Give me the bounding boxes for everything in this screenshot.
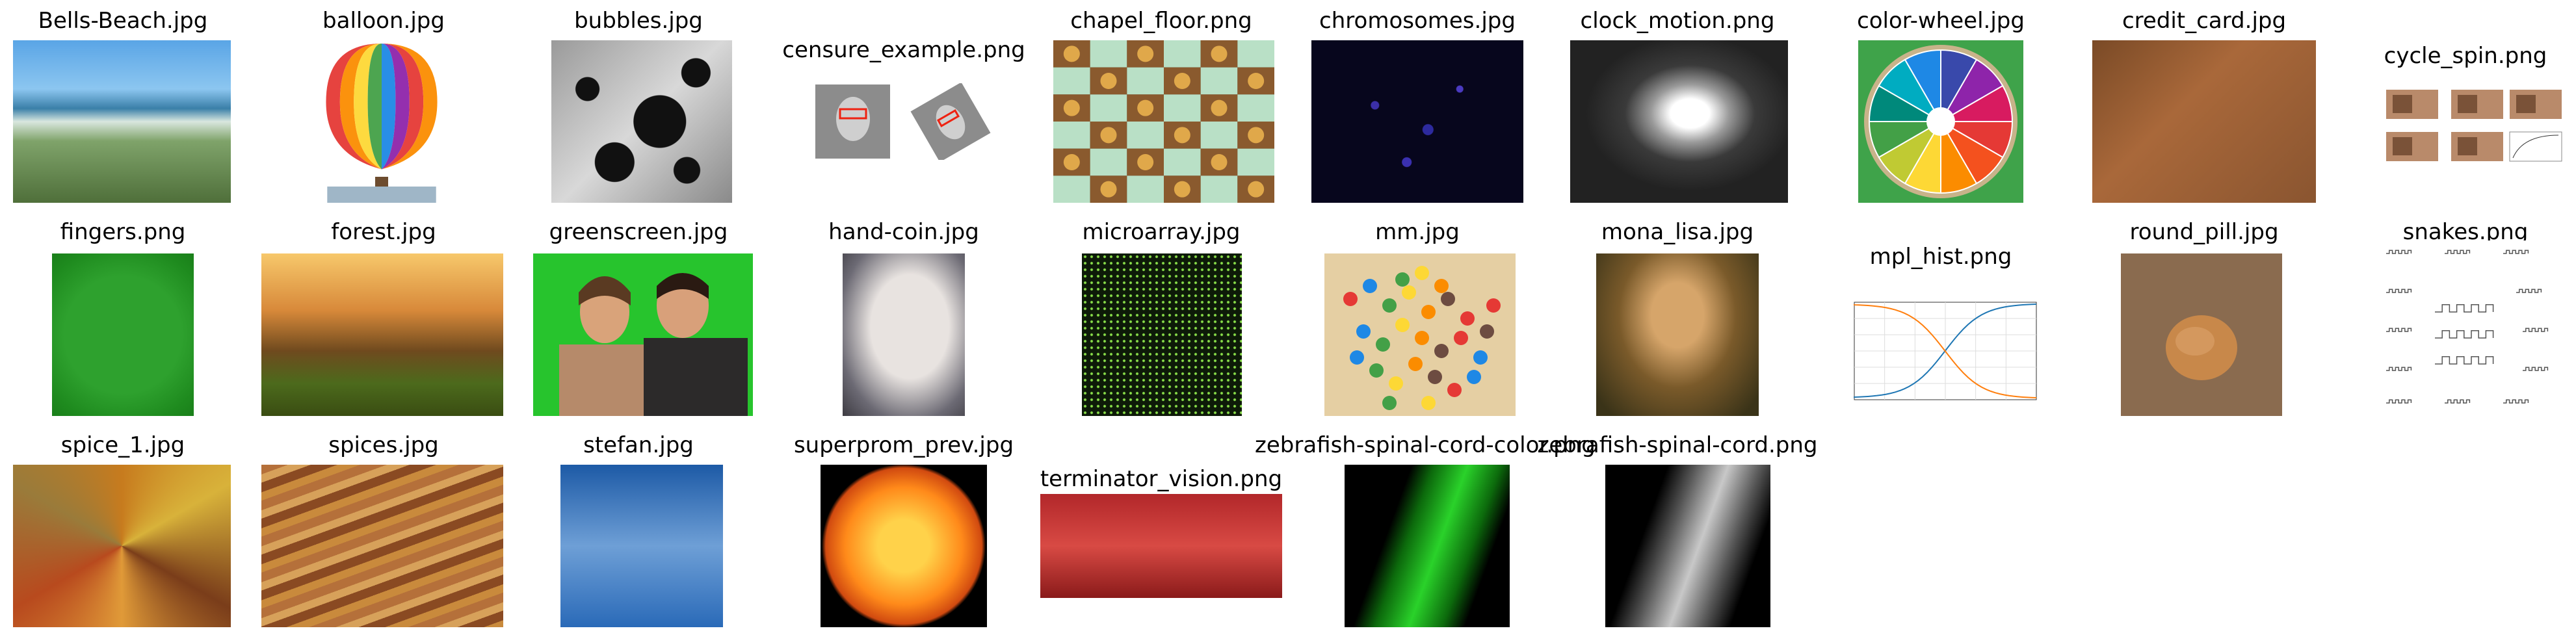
- color-wheel-thumbnail[interactable]: [1858, 40, 2023, 203]
- image-caption: balloon.jpg: [322, 8, 445, 34]
- image-caption: clock_motion.png: [1580, 8, 1775, 34]
- image-caption: fingers.png: [60, 219, 186, 245]
- image-caption: zebrafish-spinal-cord.png: [1537, 432, 1818, 458]
- image-caption: spice_1.jpg: [60, 432, 185, 458]
- round-pill-thumbnail[interactable]: [2121, 253, 2282, 416]
- image-caption: stefan.jpg: [583, 432, 694, 458]
- image-caption: Bells-Beach.jpg: [38, 8, 208, 34]
- chromosomes-thumbnail[interactable]: [1311, 40, 1523, 203]
- image-caption: hand-coin.jpg: [828, 219, 979, 245]
- image-caption: greenscreen.jpg: [549, 219, 728, 245]
- image-caption: spices.jpg: [328, 432, 439, 458]
- mm-thumbnail[interactable]: [1324, 253, 1516, 416]
- mpl-hist-thumbnail[interactable]: [1835, 286, 2045, 416]
- image-caption: terminator_vision.png: [1040, 466, 1283, 492]
- image-caption: chromosomes.jpg: [1319, 8, 1516, 34]
- clock-motion-thumbnail[interactable]: [1570, 40, 1788, 203]
- bells-beach-thumbnail[interactable]: [13, 40, 231, 203]
- chapel-floor-thumbnail[interactable]: [1053, 40, 1274, 203]
- image-caption: bubbles.jpg: [574, 8, 703, 34]
- cycle-spin-thumbnail[interactable]: [2380, 70, 2568, 166]
- image-caption: credit_card.jpg: [2122, 8, 2287, 34]
- image-caption: chapel_floor.png: [1070, 8, 1252, 34]
- image-caption: microarray.jpg: [1082, 219, 1241, 245]
- zebrafish-spinal-cord-thumbnail[interactable]: [1605, 465, 1770, 627]
- image-caption: mona_lisa.jpg: [1601, 219, 1754, 245]
- image-caption: forest.jpg: [331, 219, 436, 245]
- image-caption: mm.jpg: [1375, 219, 1460, 245]
- spice-1-thumbnail[interactable]: [13, 465, 231, 627]
- greenscreen-thumbnail[interactable]: [533, 253, 753, 416]
- image-caption: censure_example.png: [782, 37, 1025, 63]
- terminator-vision-thumbnail[interactable]: [1040, 494, 1282, 598]
- zebrafish-spinal-cord-color-thumbnail[interactable]: [1345, 465, 1510, 627]
- balloon-thumbnail[interactable]: [321, 40, 442, 203]
- credit-card-thumbnail[interactable]: [2092, 40, 2316, 203]
- image-caption: zebrafish-spinal-cord-color.png: [1255, 432, 1596, 458]
- censure-example-thumbnail[interactable]: [814, 83, 991, 160]
- bubbles-thumbnail[interactable]: [551, 40, 732, 203]
- mona-lisa-thumbnail[interactable]: [1596, 253, 1759, 416]
- superprom-prev-thumbnail[interactable]: [821, 465, 987, 627]
- image-caption: cycle_spin.png: [2384, 43, 2547, 69]
- snakes-thumbnail[interactable]: [2373, 240, 2556, 420]
- image-caption: superprom_prev.jpg: [793, 432, 1014, 458]
- fingers-thumbnail[interactable]: [52, 253, 194, 416]
- stefan-thumbnail[interactable]: [560, 465, 723, 627]
- spices-thumbnail[interactable]: [261, 465, 503, 627]
- forest-thumbnail[interactable]: [261, 253, 503, 416]
- image-caption: round_pill.jpg: [2129, 219, 2279, 245]
- image-caption: mpl_hist.png: [1869, 244, 2012, 270]
- microarray-thumbnail[interactable]: [1082, 253, 1242, 416]
- image-caption: color-wheel.jpg: [1857, 8, 2025, 34]
- hand-coin-thumbnail[interactable]: [843, 253, 965, 416]
